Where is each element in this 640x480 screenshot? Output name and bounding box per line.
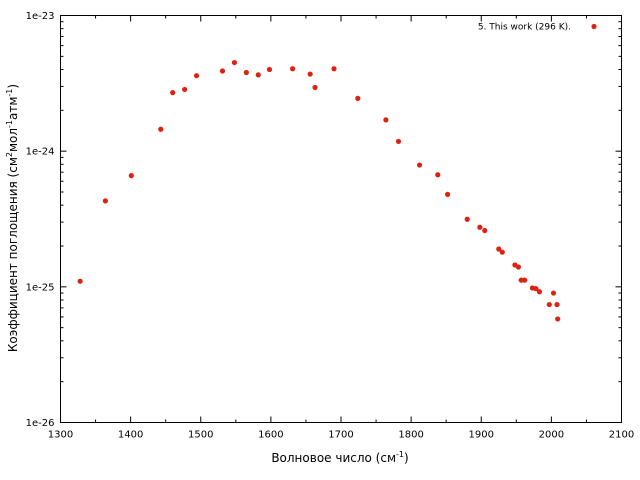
data-point (307, 71, 313, 77)
y-axis-label: Коэффициент поглощения (см2мол-1атм-1) (5, 84, 20, 352)
y-tick-label: 1e-25 (26, 282, 55, 293)
data-point (128, 173, 134, 179)
data-point (533, 286, 539, 292)
data-point (499, 249, 505, 255)
x-tick-label: 1300 (48, 430, 73, 441)
y-axis-label-sup: 2 (5, 152, 14, 157)
y-axis-label-part: мол (6, 128, 20, 152)
x-axis-label: Волновое число (см-1) (271, 450, 408, 465)
data-point (435, 172, 441, 178)
x-axis-label-main: Волновое число (см (271, 451, 396, 465)
data-point (383, 117, 389, 123)
data-point (496, 246, 502, 252)
x-tick-label: 1600 (258, 430, 283, 441)
data-point (290, 66, 296, 72)
data-point (312, 84, 318, 91)
x-tick-label: 2000 (539, 430, 564, 441)
data-point (554, 301, 560, 308)
data-point (243, 69, 249, 76)
data-point (522, 277, 528, 283)
data-point (482, 227, 488, 234)
y-tick-label: 1e-24 (26, 147, 55, 158)
x-tick-label: 2100 (609, 430, 634, 441)
legend-label: 5. This work (296 K). (478, 23, 571, 33)
data-point (158, 126, 164, 132)
data-point (331, 66, 337, 72)
x-axis: 1300 1400 1500 1600 1700 1800 1900 2000 2100 (48, 15, 634, 441)
x-tick-label: 1700 (328, 430, 353, 441)
legend-marker (591, 23, 597, 30)
x-axis-label-end: ) (404, 451, 409, 465)
x-tick-label: 1800 (398, 430, 423, 441)
data-point (464, 216, 470, 222)
data-point (182, 86, 188, 93)
data-point (266, 66, 273, 73)
x-tick-label: 1400 (118, 430, 143, 441)
data-point (231, 59, 238, 66)
data-point (546, 301, 552, 308)
data-point (550, 290, 557, 296)
data-point (477, 224, 483, 230)
y-axis-label-part: Коэффициент поглощения (см (6, 157, 20, 352)
legend: 5. This work (296 K). (478, 23, 597, 33)
x-axis-label-sup: -1 (396, 450, 404, 459)
data-point (536, 289, 543, 295)
data-point (170, 90, 176, 96)
data-point (444, 191, 451, 198)
data-point (395, 138, 402, 145)
y-tick-label: 1e-26 (26, 418, 55, 429)
y-axis-label-part: ) (6, 84, 20, 89)
y-axis-label-sup: -1 (5, 120, 14, 128)
data-point (416, 162, 423, 168)
plot-frame (60, 15, 622, 423)
data-point (77, 278, 83, 284)
data-point (102, 198, 108, 204)
y-axis-label-part: атм (6, 97, 20, 120)
x-tick-label: 1500 (188, 430, 213, 441)
data-point (193, 73, 200, 79)
x-tick-label: 1900 (469, 430, 494, 441)
y-tick-label: 1e-23 (26, 11, 55, 22)
data-point (555, 316, 561, 322)
data-point (255, 72, 261, 78)
scatter-points (77, 59, 561, 322)
data-point (355, 95, 361, 101)
y-axis-label-sup: -1 (5, 89, 14, 97)
data-point (515, 264, 522, 270)
y-axis: 1e-26 1e-25 1e-24 1e-23 (26, 11, 622, 429)
data-point (219, 68, 226, 74)
